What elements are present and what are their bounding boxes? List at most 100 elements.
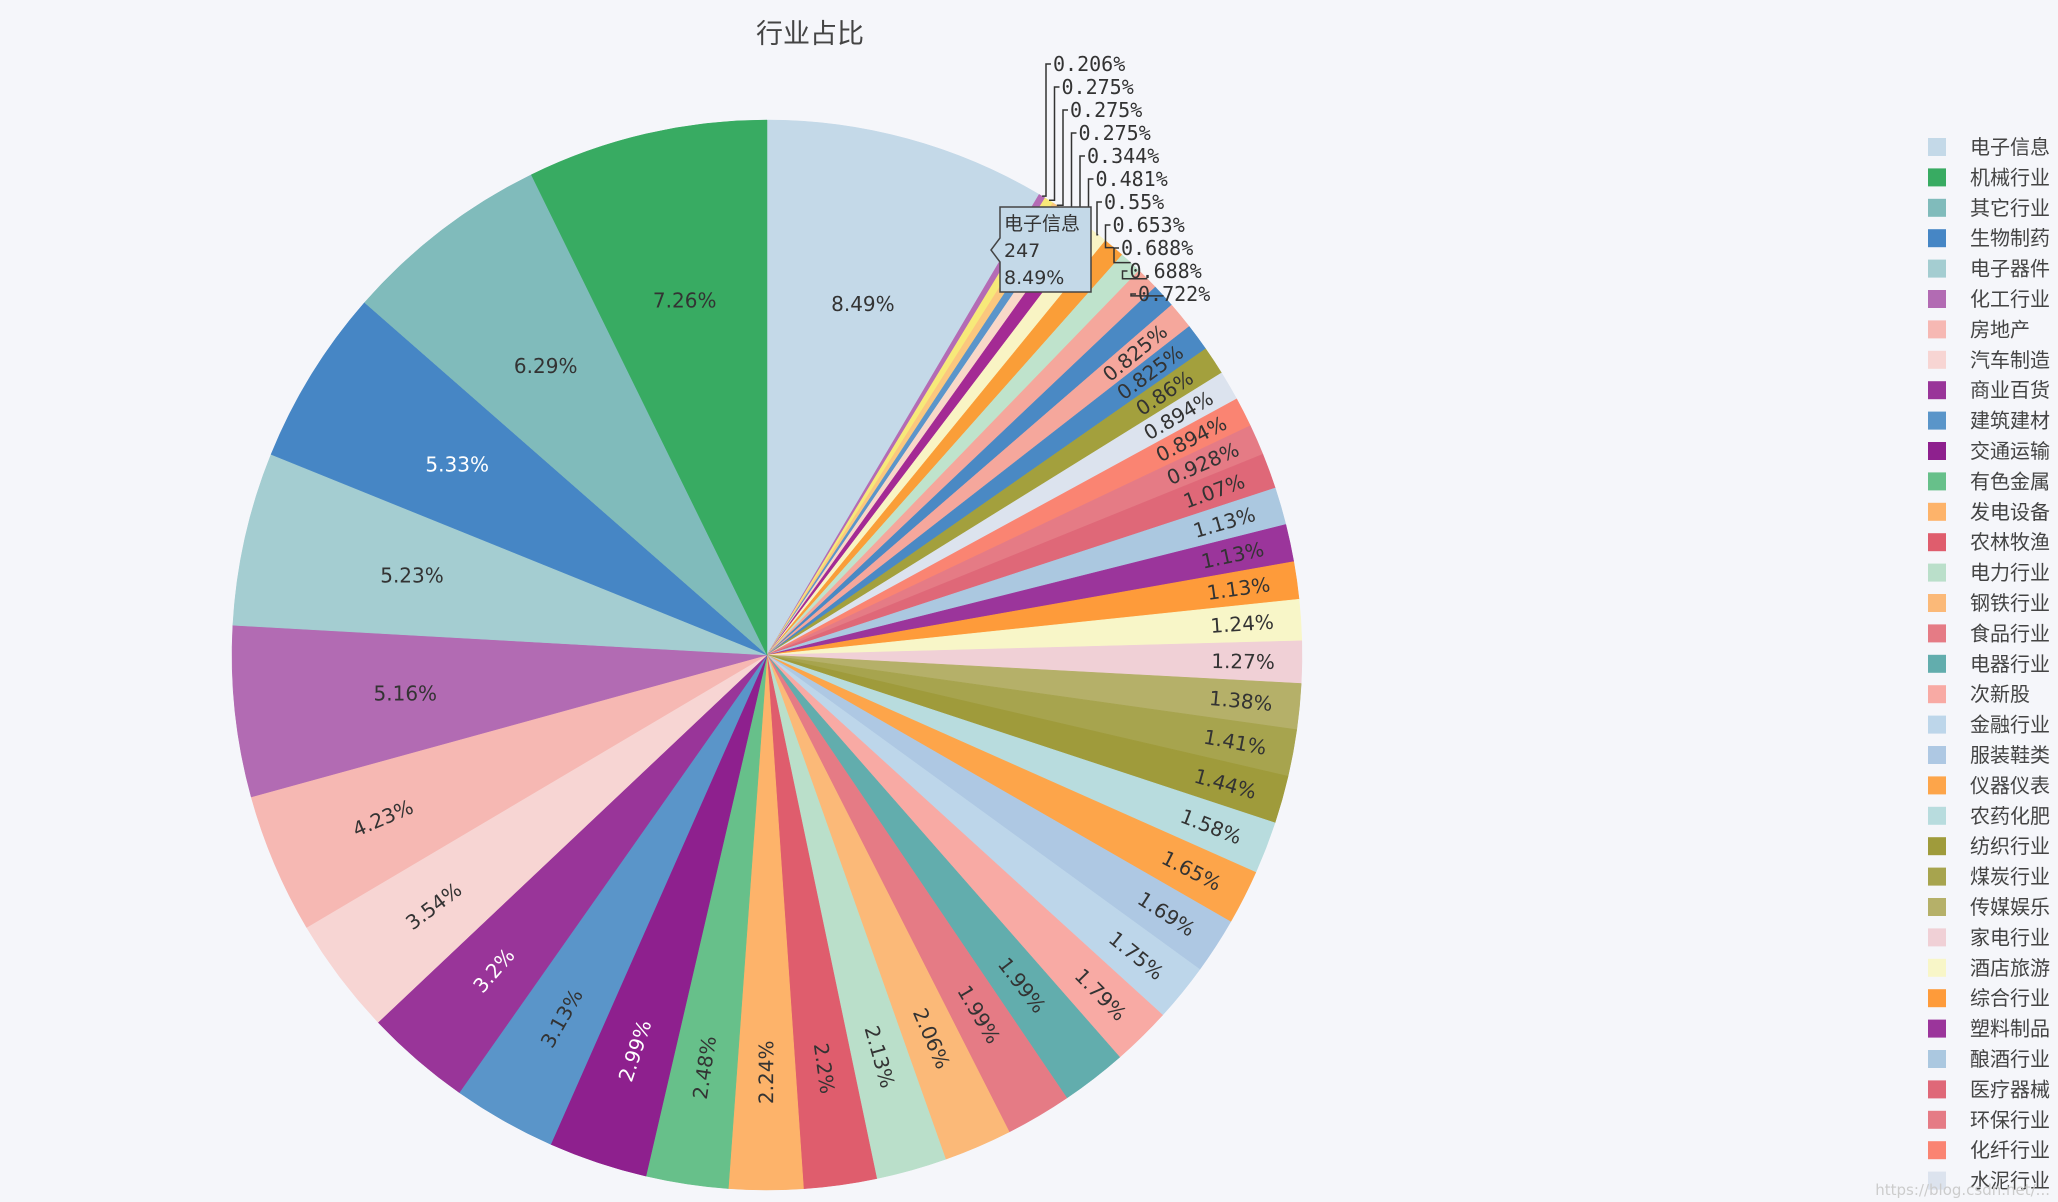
legend-label: 综合行业: [1970, 986, 2050, 1010]
legend-label: 电器行业: [1970, 652, 2050, 676]
tooltip-percent: 8.49%: [1004, 267, 1064, 289]
legend-item-1[interactable]: 机械行业: [1928, 165, 2050, 189]
legend-label: 环保行业: [1970, 1108, 2050, 1132]
legend-label: 煤炭行业: [1970, 865, 2050, 889]
legend-swatch: [1928, 654, 1946, 673]
outside-label-text-9: 0.688%: [1121, 236, 1193, 260]
legend-item-4[interactable]: 电子器件: [1928, 257, 2050, 281]
legend-item-31[interactable]: 医疗器械: [1928, 1077, 2050, 1101]
legend-label: 传媒娱乐: [1970, 895, 2050, 919]
legend-swatch: [1928, 472, 1946, 491]
legend-label: 化纤行业: [1970, 1138, 2050, 1162]
tooltip-count: 247: [1004, 240, 1040, 262]
legend-item-9[interactable]: 建筑建材: [1928, 409, 2050, 433]
legend-item-13[interactable]: 农林牧渔: [1928, 530, 2050, 554]
legend-swatch: [1928, 411, 1946, 430]
outside-label-8: 0.653%: [1104, 213, 1185, 249]
legend-label: 生物制药: [1970, 226, 2050, 250]
slice-label-45: 5.23%: [380, 564, 444, 588]
legend-label: 化工行业: [1970, 287, 2050, 311]
outside-label-5: 0.344%: [1073, 144, 1159, 217]
legend-item-8[interactable]: 商业百货: [1928, 378, 2050, 402]
legend-item-16[interactable]: 食品行业: [1928, 621, 2050, 645]
legend-item-18[interactable]: 次新股: [1928, 682, 2030, 706]
legend-swatch: [1928, 563, 1946, 582]
outside-label-text-3: 0.275%: [1070, 98, 1142, 122]
legend-item-11[interactable]: 有色金属: [1928, 469, 2050, 493]
outside-label-9: 0.688%: [1113, 236, 1193, 264]
slice-label-46: 5.33%: [425, 452, 489, 476]
legend-swatch: [1928, 989, 1946, 1008]
legend-label: 塑料制品: [1970, 1017, 2050, 1041]
hover-tooltip: 电子信息 247 8.49%: [990, 206, 1092, 293]
legend-item-10[interactable]: 交通运输: [1928, 439, 2050, 463]
pie-slice-44[interactable]: [231, 624, 768, 798]
outside-label-text-6: 0.481%: [1096, 167, 1168, 191]
legend-item-26[interactable]: 家电行业: [1928, 925, 2050, 949]
legend-item-0[interactable]: 电子信息: [1928, 135, 2050, 159]
outside-label-text-7: 0.55%: [1104, 190, 1164, 214]
slice-label-0: 8.49%: [831, 292, 895, 316]
pie-outside-labels: 0.206%0.275%0.275%0.275%0.344%0.481%0.55…: [1042, 52, 1210, 306]
legend-item-6[interactable]: 房地产: [1928, 317, 2030, 341]
legend-swatch: [1928, 898, 1946, 916]
legend-swatch: [1928, 381, 1946, 400]
outside-label-11: 0.722%: [1130, 282, 1210, 306]
outside-label-text-4: 0.275%: [1079, 121, 1151, 145]
legend-label: 农林牧渔: [1970, 530, 2050, 554]
legend-item-23[interactable]: 纺织行业: [1928, 834, 2050, 858]
legend-item-34[interactable]: 水泥行业: [1928, 1169, 2050, 1193]
legend-item-24[interactable]: 煤炭行业: [1928, 865, 2050, 889]
pie-slice-0[interactable]: [766, 119, 1040, 656]
slice-label-37: 2.24%: [754, 1041, 778, 1105]
outside-label-2: 0.275%: [1049, 75, 1134, 202]
pie-slice-45[interactable]: [232, 454, 768, 656]
legend-item-17[interactable]: 电器行业: [1928, 652, 2050, 676]
legend-item-19[interactable]: 金融行业: [1928, 713, 2050, 737]
legend-swatch: [1928, 958, 1946, 977]
slice-label-44: 5.16%: [374, 682, 438, 706]
legend-item-7[interactable]: 汽车制造: [1928, 348, 2050, 372]
legend-item-33[interactable]: 化纤行业: [1928, 1138, 2050, 1162]
legend-item-21[interactable]: 仪器仪表: [1928, 773, 2050, 797]
legend-label: 次新股: [1970, 682, 2030, 706]
legend-swatch: [1928, 867, 1946, 886]
legend-swatch: [1928, 928, 1946, 947]
legend-label: 发电设备: [1970, 500, 2050, 524]
legend-swatch: [1928, 259, 1946, 278]
legend-label: 医疗器械: [1970, 1077, 2050, 1101]
pie-slices: [231, 119, 1303, 1191]
legend-item-25[interactable]: 传媒娱乐: [1928, 895, 2050, 919]
legend-swatch: [1928, 290, 1946, 308]
outside-label-text-10: 0.688%: [1130, 259, 1202, 283]
legend-label: 家电行业: [1970, 925, 2050, 949]
legend-item-20[interactable]: 服装鞋类: [1928, 743, 2050, 767]
legend-item-14[interactable]: 电力行业: [1928, 561, 2050, 585]
legend-swatch: [1928, 198, 1946, 217]
legend-label: 钢铁行业: [1970, 591, 2050, 615]
legend-item-2[interactable]: 其它行业: [1928, 196, 2050, 220]
legend-item-30[interactable]: 酿酒行业: [1928, 1047, 2050, 1071]
pie-slice-48[interactable]: [530, 119, 768, 656]
legend-item-12[interactable]: 发电设备: [1928, 500, 2050, 524]
legend-item-27[interactable]: 酒店旅游: [1928, 956, 2050, 980]
legend-item-5[interactable]: 化工行业: [1928, 287, 2050, 311]
legend-item-29[interactable]: 塑料制品: [1928, 1017, 2050, 1041]
pie-slice-47[interactable]: [364, 174, 768, 656]
legend-item-3[interactable]: 生物制药: [1928, 226, 2050, 250]
legend-swatch: [1928, 229, 1946, 248]
legend-label: 农药化肥: [1970, 804, 2050, 828]
legend-label: 仪器仪表: [1970, 773, 2050, 797]
legend-label: 建筑建材: [1970, 409, 2050, 433]
legend-item-32[interactable]: 环保行业: [1928, 1108, 2050, 1132]
legend-item-28[interactable]: 综合行业: [1928, 986, 2050, 1010]
legend-swatch: [1928, 837, 1946, 856]
legend-swatch: [1928, 1141, 1946, 1160]
legend-label: 服装鞋类: [1970, 743, 2050, 767]
legend-swatch: [1928, 1110, 1946, 1129]
pie-slice-46[interactable]: [270, 302, 768, 656]
outside-label-7: 0.55%: [1096, 190, 1164, 236]
legend-item-15[interactable]: 钢铁行业: [1928, 591, 2050, 615]
legend-item-22[interactable]: 农药化肥: [1928, 804, 2050, 828]
outside-label-text-8: 0.653%: [1113, 213, 1185, 237]
